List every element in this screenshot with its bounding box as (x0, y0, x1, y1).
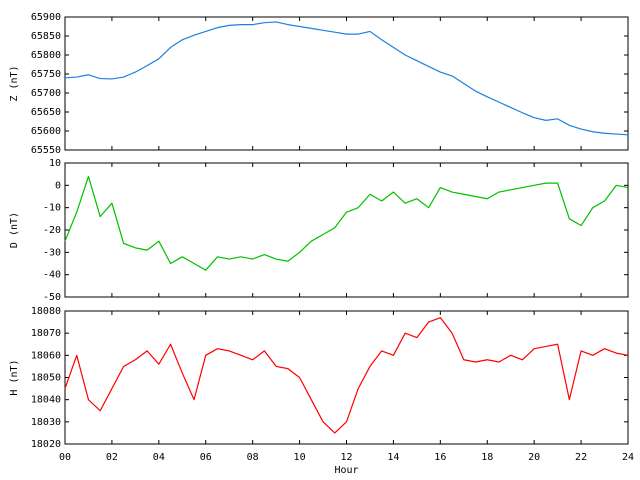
y-tick-label: 18060 (31, 350, 61, 361)
x-tick-label: 08 (247, 452, 259, 463)
y-tick-label: 10 (49, 158, 61, 169)
y-tick-label: 18050 (31, 373, 61, 384)
plot-frame (64, 16, 629, 151)
y-tick-label: -10 (43, 203, 61, 214)
y-tick-label: 65600 (31, 126, 61, 137)
x-tick-label: 06 (200, 452, 212, 463)
y-tick-label: 65550 (31, 145, 61, 156)
x-tick-label: 24 (622, 452, 634, 463)
y-tick-label: 65850 (31, 31, 61, 42)
y-tick-label: 18020 (31, 439, 61, 450)
x-axis-label: Hour (334, 465, 358, 476)
plot-frame (64, 310, 629, 445)
y-tick-label: -20 (43, 225, 61, 236)
x-tick-label: 16 (434, 452, 446, 463)
data-line (64, 21, 629, 136)
y-tick-label: 65900 (31, 12, 61, 23)
data-line (64, 175, 629, 271)
data-line (64, 317, 629, 434)
x-tick-label: 14 (387, 452, 399, 463)
x-tick-label: 22 (575, 452, 587, 463)
x-tick-label: 10 (294, 452, 306, 463)
x-tick-label: 12 (340, 452, 352, 463)
x-tick-label: 04 (153, 452, 165, 463)
x-tick-label: 02 (106, 452, 118, 463)
y-tick-label: 18040 (31, 395, 61, 406)
y-tick-label: -40 (43, 270, 61, 281)
y-tick-label: 65800 (31, 50, 61, 61)
x-tick-label: 00 (59, 452, 71, 463)
y-tick-label: 18080 (31, 306, 61, 317)
y-tick-label: -50 (43, 292, 61, 303)
y-axis-label: H (nT) (9, 359, 20, 395)
y-axis-label: D (nT) (9, 212, 20, 248)
y-tick-label: 18030 (31, 417, 61, 428)
y-axis-label: Z (nT) (9, 65, 20, 101)
y-tick-label: 0 (55, 180, 61, 191)
x-tick-label: 18 (481, 452, 493, 463)
y-tick-label: -30 (43, 247, 61, 258)
y-tick-label: 65750 (31, 69, 61, 80)
y-tick-label: 65700 (31, 88, 61, 99)
y-tick-label: 65650 (31, 107, 61, 118)
y-tick-label: 18070 (31, 328, 61, 339)
x-tick-label: 20 (528, 452, 540, 463)
